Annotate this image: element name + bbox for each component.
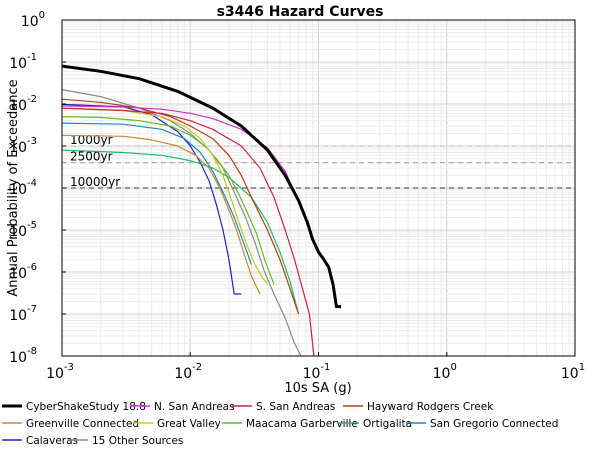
legend-entry: Calaveras xyxy=(26,435,78,447)
series-line xyxy=(62,107,268,285)
legend-entry: CyberShakeStudy 18.8 xyxy=(26,401,146,413)
y-tick-label: 10-1 xyxy=(9,52,37,72)
y-tick-label: 10-8 xyxy=(9,346,37,366)
chart-title: s3446 Hazard Curves xyxy=(217,4,384,20)
series-line xyxy=(62,116,275,285)
reference-line-label: 10000yr xyxy=(70,175,120,189)
series-line xyxy=(62,64,342,309)
series-line xyxy=(62,134,261,295)
legend-entry: Great Valley xyxy=(157,418,221,430)
series-line xyxy=(62,149,300,315)
y-tick-label: 10-2 xyxy=(9,94,37,114)
x-tick-label: 10-2 xyxy=(174,362,202,382)
legend-entry: Ortigalita xyxy=(363,418,412,430)
x-tick-label: 10-3 xyxy=(46,362,74,382)
tick-layer: 10-3 10-2 10-1 100 101 100 10-1 10-2 10-3 10-4 10-… xyxy=(9,10,585,382)
y-tick-label: 10-3 xyxy=(9,136,37,156)
x-tick-label: 100 xyxy=(433,362,457,382)
y-axis-label: Annual Probability of Exceedance xyxy=(6,79,21,296)
reference-line-label: 2500yr xyxy=(70,150,113,164)
legend: CyberShakeStudy 18.8 N. San Andreas S. San… xyxy=(2,401,558,447)
legend-entry: Greenville Connected xyxy=(26,418,139,430)
series-layer xyxy=(62,64,342,356)
y-tick-label: 10-7 xyxy=(9,304,37,324)
legend-entry: N. San Andreas xyxy=(154,401,235,413)
y-tick-label: 100 xyxy=(21,10,45,30)
x-tick-label: 10-1 xyxy=(303,362,331,382)
legend-entry: S. San Andreas xyxy=(256,401,335,413)
y-tick-label: 10-4 xyxy=(9,178,37,198)
series-line xyxy=(62,122,252,265)
grid-layer xyxy=(61,20,575,357)
series-line xyxy=(62,103,242,295)
legend-entry: 15 Other Sources xyxy=(92,435,183,447)
y-tick-label: 10-5 xyxy=(9,220,37,240)
y-tick-label: 10-6 xyxy=(9,262,37,282)
series-line xyxy=(62,107,315,356)
legend-entry: Maacama Garberville xyxy=(246,418,358,430)
plot-area xyxy=(62,64,342,356)
x-axis-label: 10s SA (g) xyxy=(284,381,351,396)
legend-entry: Hayward Rodgers Creek xyxy=(367,401,494,413)
x-tick-label: 101 xyxy=(561,362,585,382)
legend-entry: San Gregorio Connected xyxy=(430,418,558,430)
